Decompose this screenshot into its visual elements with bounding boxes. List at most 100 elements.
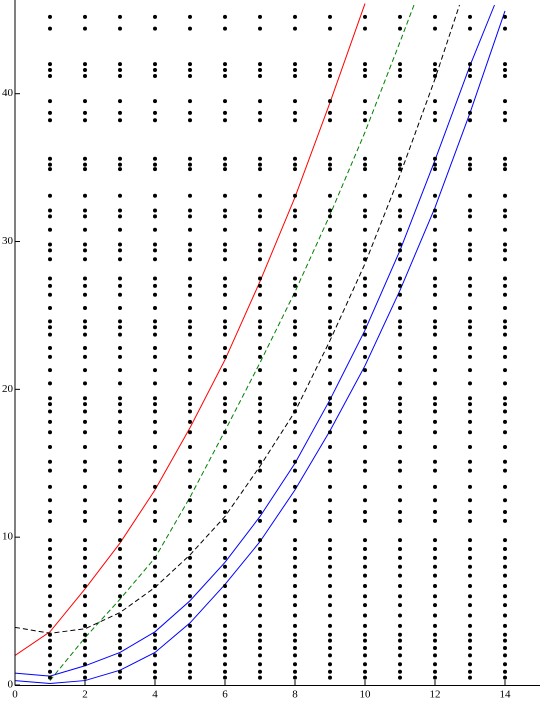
dot: [188, 484, 192, 489]
dot: [223, 292, 227, 297]
dot: [223, 368, 227, 373]
dot: [363, 675, 367, 680]
dot: [398, 292, 402, 297]
dot: [188, 14, 192, 19]
dot: [188, 675, 192, 680]
dot: [83, 594, 87, 599]
dot: [293, 332, 297, 337]
dot: [468, 227, 472, 232]
dot: [503, 345, 507, 350]
dot: [328, 419, 332, 424]
y-tick-label: 20: [2, 383, 14, 395]
dot: [293, 162, 297, 167]
dot: [258, 638, 262, 643]
dot: [258, 306, 262, 311]
dot: [188, 368, 192, 373]
dot: [503, 518, 507, 523]
dot: [328, 510, 332, 515]
dot: [398, 573, 402, 578]
dot: [328, 662, 332, 667]
dot: [363, 257, 367, 262]
dot: [398, 283, 402, 288]
dot: [503, 167, 507, 172]
dot: [328, 623, 332, 628]
dot: [363, 248, 367, 253]
dot: [293, 538, 297, 543]
dot: [188, 459, 192, 464]
dot: [188, 162, 192, 167]
dot: [468, 156, 472, 161]
dot: [153, 510, 157, 515]
dot: [293, 14, 297, 19]
dot: [328, 292, 332, 297]
dot: [398, 110, 402, 115]
dot: [223, 319, 227, 324]
dot: [48, 613, 52, 618]
dot: [118, 257, 122, 262]
dot: [433, 118, 437, 123]
curve: [15, 3, 366, 656]
dot: [398, 319, 402, 324]
dot: [503, 409, 507, 414]
dot: [48, 662, 52, 667]
dot: [258, 646, 262, 651]
dot: [468, 193, 472, 198]
dot: [503, 68, 507, 73]
dot: [258, 167, 262, 172]
dot: [83, 510, 87, 515]
dot: [118, 538, 122, 543]
dot: [118, 396, 122, 401]
dot: [188, 603, 192, 608]
dot: [363, 325, 367, 330]
dot: [48, 623, 52, 628]
dot: [328, 594, 332, 599]
dot: [188, 292, 192, 297]
dot: [258, 214, 262, 219]
dot: [83, 564, 87, 569]
dot: [83, 381, 87, 386]
dot: [48, 638, 52, 643]
dot: [398, 276, 402, 281]
dot: [398, 498, 402, 503]
dot: [398, 354, 402, 359]
dot: [503, 325, 507, 330]
dot: [153, 73, 157, 78]
dot: [433, 419, 437, 424]
dot: [118, 248, 122, 253]
dot: [223, 193, 227, 198]
dot: [118, 594, 122, 599]
dot: [433, 227, 437, 232]
dot: [258, 332, 262, 337]
dot: [153, 283, 157, 288]
dot: [223, 110, 227, 115]
dot: [83, 623, 87, 628]
dot: [328, 354, 332, 359]
dot: [188, 110, 192, 115]
dot: [83, 99, 87, 104]
dot: [328, 583, 332, 588]
dot: [293, 345, 297, 350]
dot: [468, 167, 472, 172]
dot: [433, 368, 437, 373]
dot: [363, 409, 367, 414]
dot: [83, 646, 87, 651]
dot: [293, 248, 297, 253]
dot: [363, 518, 367, 523]
dot: [48, 594, 52, 599]
dot: [48, 396, 52, 401]
dot: [153, 242, 157, 247]
dot: [118, 632, 122, 637]
dot: [223, 396, 227, 401]
dot: [153, 257, 157, 262]
dot: [363, 68, 367, 73]
dot: [363, 538, 367, 543]
dot: [503, 675, 507, 680]
dot: [433, 208, 437, 213]
dot: [153, 573, 157, 578]
dot: [468, 345, 472, 350]
dot: [363, 354, 367, 359]
dot: [468, 99, 472, 104]
dot: [398, 409, 402, 414]
dot: [153, 14, 157, 19]
dot: [118, 653, 122, 658]
